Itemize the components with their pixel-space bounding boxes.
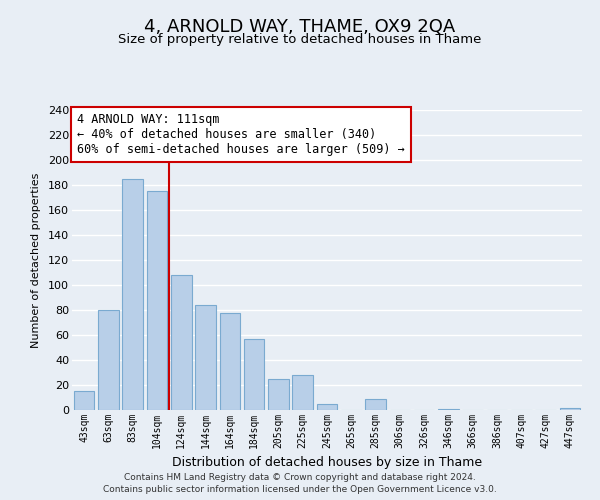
- Bar: [244, 339, 265, 410]
- Bar: [220, 312, 240, 410]
- Bar: [122, 179, 143, 410]
- Bar: [146, 191, 167, 410]
- Text: Contains public sector information licensed under the Open Government Licence v3: Contains public sector information licen…: [103, 485, 497, 494]
- Bar: [171, 275, 191, 410]
- Text: 4 ARNOLD WAY: 111sqm
← 40% of detached houses are smaller (340)
60% of semi-deta: 4 ARNOLD WAY: 111sqm ← 40% of detached h…: [77, 113, 405, 156]
- Text: 4, ARNOLD WAY, THAME, OX9 2QA: 4, ARNOLD WAY, THAME, OX9 2QA: [145, 18, 455, 36]
- Bar: [74, 391, 94, 410]
- Text: Contains HM Land Registry data © Crown copyright and database right 2024.: Contains HM Land Registry data © Crown c…: [124, 472, 476, 482]
- Y-axis label: Number of detached properties: Number of detached properties: [31, 172, 41, 348]
- X-axis label: Distribution of detached houses by size in Thame: Distribution of detached houses by size …: [172, 456, 482, 469]
- Bar: [292, 375, 313, 410]
- Bar: [438, 409, 459, 410]
- Bar: [560, 408, 580, 410]
- Bar: [195, 305, 216, 410]
- Bar: [317, 404, 337, 410]
- Bar: [98, 310, 119, 410]
- Bar: [268, 379, 289, 410]
- Bar: [365, 399, 386, 410]
- Text: Size of property relative to detached houses in Thame: Size of property relative to detached ho…: [118, 32, 482, 46]
